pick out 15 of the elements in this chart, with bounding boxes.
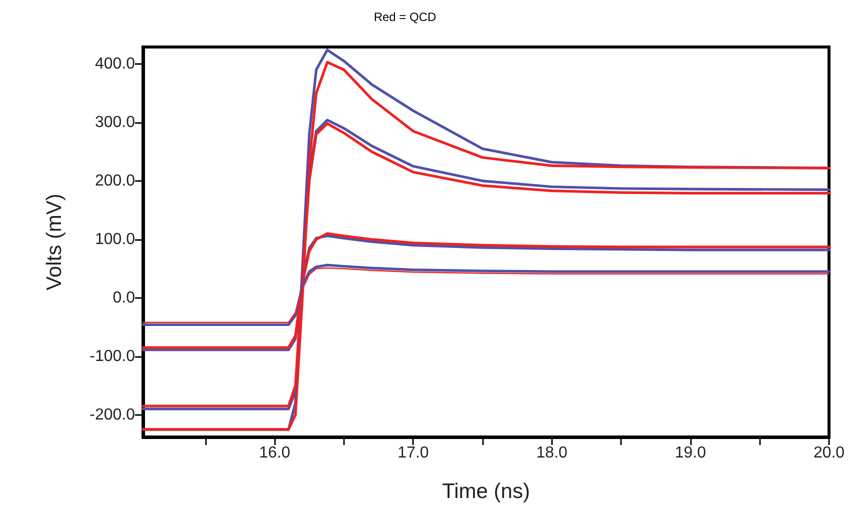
y-tick-label: 400.0	[94, 55, 136, 72]
y-tick-label: -100.0	[90, 348, 136, 365]
y-tick-label: -200.0	[90, 406, 136, 424]
x-tick-label: 17.0	[398, 444, 429, 462]
y-axis-title: Volts (mV)	[43, 194, 66, 290]
x-tick-label: 19.0	[674, 444, 706, 462]
y-tick-label: 0.0	[112, 289, 136, 306]
x-tick-label: 20.0	[813, 444, 845, 462]
y-tick-label: 200.0	[94, 172, 136, 190]
x-tick-label: 18.0	[536, 444, 568, 462]
x-axis-title: Time (ns)	[442, 480, 530, 503]
y-tick-label: 100.0	[94, 230, 136, 248]
x-tick-label: 16.0	[259, 444, 290, 462]
chart-title: Red = QCD	[374, 10, 437, 24]
y-tick-label: 300.0	[94, 114, 136, 131]
